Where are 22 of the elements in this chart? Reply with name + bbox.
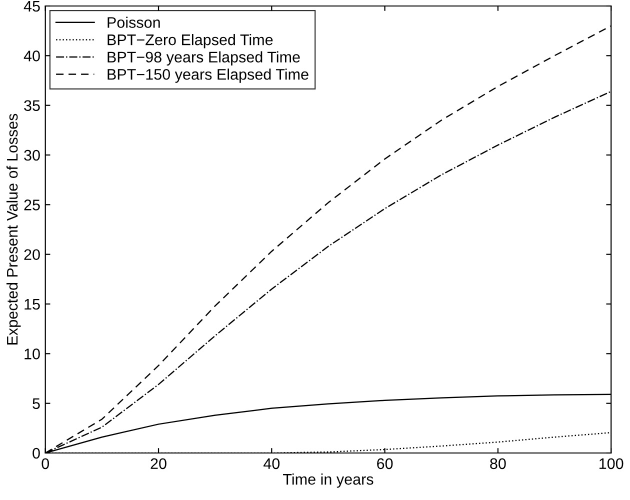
x-tick-label: 60 [377,458,393,470]
x-tick-label: 40 [264,458,280,470]
legend-label: BPT−98 years Elapsed Time [108,51,300,66]
y-tick-label: 15 [24,299,40,310]
y-tick-label: 40 [24,50,40,62]
y-tick-label: 25 [24,200,40,210]
y-axis-title: Expected Present Value of Losses [6,114,21,344]
y-tick-label: 0 [32,448,40,459]
y-tick-label: 30 [24,150,40,161]
y-tick-label: 45 [24,1,40,12]
y-tick-label: 20 [24,249,40,260]
y-tick-label: 35 [24,100,40,112]
legend-label: BPT−150 years Elapsed Time [108,68,308,83]
x-tick-label: 20 [150,458,166,470]
y-tick-label: 5 [32,398,40,410]
x-tick-label: 80 [490,458,506,470]
y-tick-label: 10 [24,348,40,360]
x-tick-label: 0 [42,458,50,470]
legend-label: Poisson [108,16,160,28]
legend-label: BPT−Zero Elapsed Time [108,34,273,48]
x-axis-title: Time in years [283,473,374,488]
x-tick-label: 100 [600,458,624,470]
